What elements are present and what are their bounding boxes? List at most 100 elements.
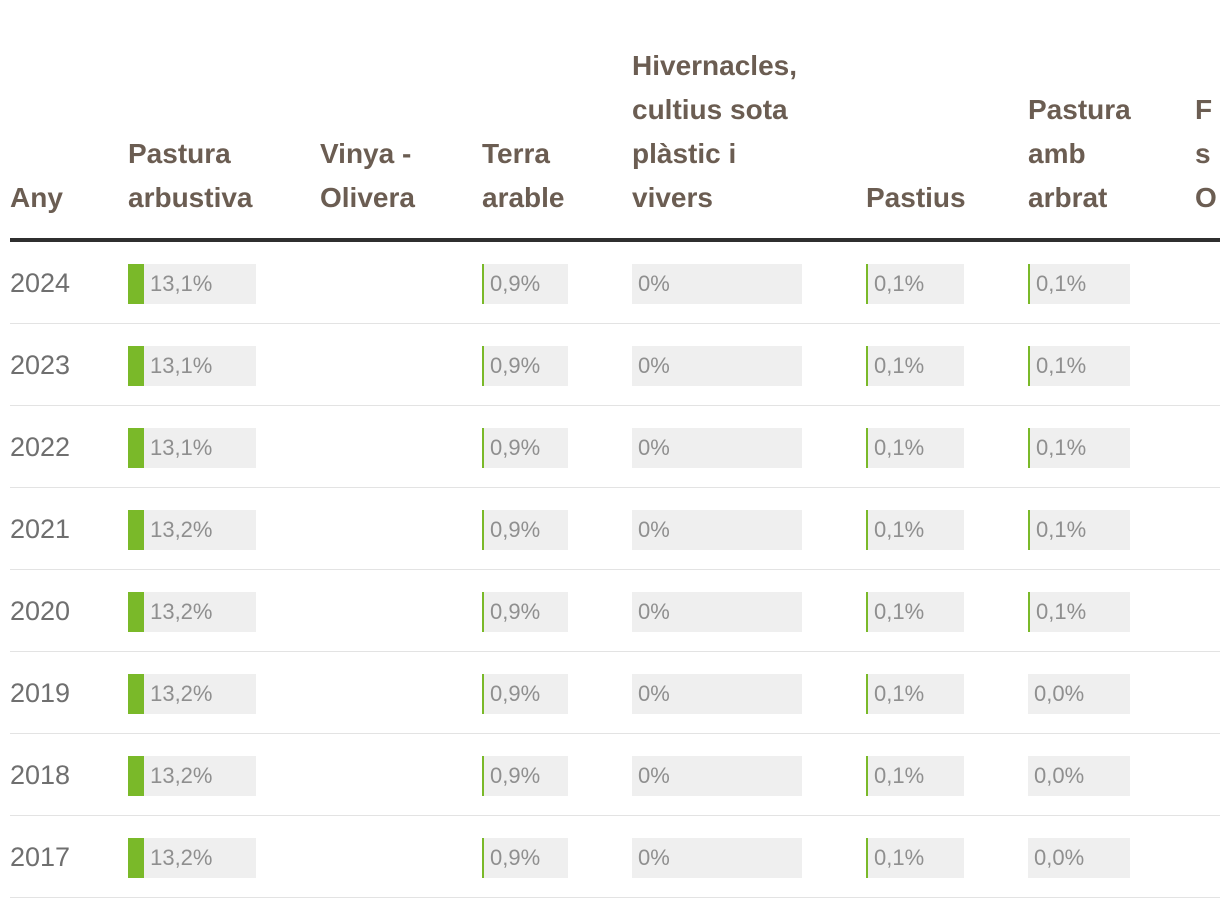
value-bar [866,264,868,304]
value-label: 0,1% [1036,435,1087,460]
value-cell-terra-arable: 0,9% [482,838,568,878]
value-label: 0,0% [1034,681,1085,706]
value-label: 0,1% [874,271,925,296]
value-cell-pastius: 0,1% [866,838,964,878]
value-label: 0,1% [874,599,925,624]
value-cell-pastura-amb-arbrat: 0,0% [1028,838,1130,878]
value-label: 0% [638,599,670,624]
value-label: 0,1% [874,353,925,378]
value-bar [128,428,144,468]
value-cell-hivernacles: 0% [632,592,802,632]
column-header-terra-arable[interactable]: Terra arable [482,132,565,220]
value-label: 0,9% [490,435,541,460]
value-cell-pastura-arbustiva: 13,2% [128,510,256,550]
value-label: 0% [638,271,670,296]
value-cell-pastura-arbustiva: 13,1% [128,428,256,468]
value-cell-pastius: 0,1% [866,346,964,386]
value-bar [1028,428,1030,468]
value-label: 13,1% [149,271,213,296]
value-bar [1028,346,1030,386]
column-header-pastura-arbustiva[interactable]: Pastura arbustiva [128,132,253,220]
value-label: 13,2% [150,845,213,870]
value-cell-pastura-amb-arbrat: 0,1% [1028,428,1130,468]
value-cell-terra-arable: 0,9% [482,428,568,468]
column-header-line: Any [10,182,63,213]
value-label: 0,1% [874,845,925,870]
value-cell-pastura-arbustiva: 13,1% [128,346,256,386]
column-header-line: plàstic i [632,138,737,169]
year-cell: 2022 [10,432,71,462]
column-header-line: vivers [632,182,713,213]
value-label: 0% [638,517,670,542]
value-bar [128,838,145,878]
year-cell: 2019 [10,678,71,708]
value-bar [866,428,868,468]
value-label: 0,0% [1034,763,1085,788]
value-label: 0,9% [490,599,541,624]
value-label: 0,1% [1036,271,1087,296]
value-bar [482,838,484,878]
column-header-line: s [1195,138,1211,169]
value-label: 13,1% [149,353,213,378]
value-label: 0,1% [1036,599,1087,624]
table-row: 2022 13,1% 0,9% 0% 0,1% 0,1% [10,406,1220,488]
value-label: 0,1% [874,763,925,788]
value-label: 0,1% [874,435,925,460]
value-bar [1028,592,1030,632]
value-label: 0% [638,435,670,460]
column-header-pastius[interactable]: Pastius [866,176,966,220]
value-cell-pastius: 0,1% [866,428,964,468]
column-header-line: Hivernacles, [632,50,797,81]
value-bar [128,592,145,632]
column-header-hivernacles[interactable]: Hivernacles, cultius sota plàstic i vivers [632,44,797,220]
value-bar [866,510,868,550]
column-header-line: Pastura [128,138,231,169]
value-label: 13,2% [150,681,213,706]
value-cell-hivernacles: 0% [632,838,802,878]
value-cell-terra-arable: 0,9% [482,756,568,796]
value-label: 0,9% [490,517,541,542]
column-header-pastura-amb-arbrat[interactable]: Pastura amb arbrat [1028,88,1131,220]
value-bar [866,674,868,714]
value-bar [482,346,484,386]
column-header-line: amb [1028,138,1086,169]
value-bar [482,510,484,550]
value-bar [482,592,484,632]
value-cell-pastura-arbustiva: 13,2% [128,592,256,632]
year-cell: 2017 [10,842,71,872]
value-cell-pastura-amb-arbrat: 0,1% [1028,346,1130,386]
value-bar [128,346,144,386]
table-row: 2017 13,2% 0,9% 0% 0,1% 0,0% [10,816,1220,898]
value-label: 13,2% [150,599,213,624]
value-cell-hivernacles: 0% [632,674,802,714]
column-header-line: O [1195,182,1217,213]
value-cell-terra-arable: 0,9% [482,346,568,386]
column-header-vinya-olivera[interactable]: Vinya - Olivera [320,132,415,220]
value-bar [866,346,868,386]
value-cell-terra-arable: 0,9% [482,510,568,550]
column-header-line: Terra [482,138,550,169]
value-cell-hivernacles: 0% [632,428,802,468]
value-label: 0% [638,845,670,870]
value-cell-hivernacles: 0% [632,510,802,550]
value-cell-pastura-amb-arbrat: 0,1% [1028,264,1130,304]
value-label: 0,0% [1034,845,1085,870]
value-cell-pastius: 0,1% [866,510,964,550]
value-cell-pastius: 0,1% [866,264,964,304]
column-header-line: Vinya - [320,138,412,169]
value-cell-pastura-amb-arbrat: 0,0% [1028,756,1130,796]
column-header-line: arable [482,182,565,213]
value-label: 0,1% [1036,353,1087,378]
table-row: 2019 13,2% 0,9% 0% 0,1% 0,0% [10,652,1220,734]
value-label: 0,9% [490,681,541,706]
value-label: 0,1% [874,517,925,542]
value-label: 0,9% [490,763,541,788]
value-cell-hivernacles: 0% [632,346,802,386]
value-label: 13,2% [150,517,213,542]
value-label: 0% [638,353,670,378]
value-cell-terra-arable: 0,9% [482,264,568,304]
table-row: 2018 13,2% 0,9% 0% 0,1% 0,0% [10,734,1220,816]
column-header-any[interactable]: Any [10,176,63,220]
value-bar [482,264,484,304]
